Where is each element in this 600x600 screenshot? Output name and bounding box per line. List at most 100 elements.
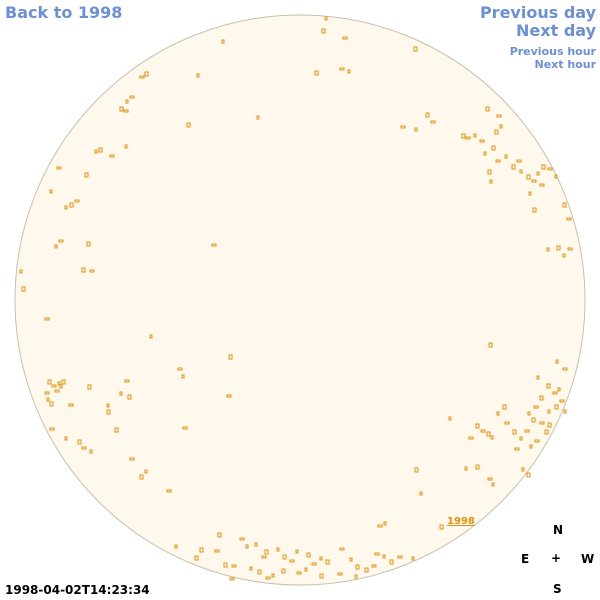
active-region-mark (511, 164, 516, 170)
active-region-mark (499, 124, 503, 129)
previous-day-link[interactable]: Previous day (479, 3, 596, 22)
active-region-mark (400, 125, 406, 129)
active-region-mark (319, 573, 324, 579)
active-region-mark (377, 524, 383, 528)
active-region-mark (211, 243, 217, 247)
active-region-mark (89, 269, 95, 273)
active-region-mark (86, 241, 91, 247)
active-region-mark (487, 477, 493, 481)
active-region-mark (448, 416, 452, 421)
active-region-mark (21, 286, 26, 292)
active-region-mark (229, 577, 235, 581)
active-region-mark (282, 554, 287, 560)
active-region-mark (276, 547, 280, 552)
active-region-mark (490, 435, 494, 440)
active-region-mark (562, 253, 566, 258)
active-region-mark (61, 379, 66, 385)
active-region-mark (58, 239, 64, 243)
active-region-mark (144, 71, 149, 77)
active-region-mark (49, 189, 53, 194)
active-region-mark (51, 384, 57, 388)
active-region-mark (527, 411, 531, 416)
compass-center: + (551, 551, 562, 565)
active-region-mark (125, 99, 129, 104)
active-region-mark (547, 167, 553, 171)
active-region-mark (245, 544, 249, 549)
active-region-mark (562, 367, 568, 371)
active-region-mark (49, 401, 54, 407)
active-region-mark (473, 133, 477, 138)
active-region-mark (439, 524, 444, 530)
active-region-mark (468, 436, 474, 440)
active-region-mark (257, 569, 262, 575)
active-region-mark (496, 114, 502, 118)
next-day-link[interactable]: Next day (516, 21, 596, 40)
active-region-mark (554, 174, 558, 179)
active-region-mark (228, 354, 233, 360)
active-region-mark (106, 403, 110, 408)
active-region-mark (491, 482, 495, 487)
active-region-mark (221, 39, 225, 44)
active-region-mark (521, 467, 525, 472)
year-link[interactable]: 1998 (447, 516, 475, 527)
active-region-mark (567, 247, 573, 251)
active-region-mark (364, 567, 369, 573)
active-region-mark (339, 67, 345, 71)
active-region-mark (256, 115, 260, 120)
compass-south: S (553, 582, 562, 596)
active-region-mark (531, 179, 537, 183)
active-region-mark (271, 573, 275, 578)
active-region-mark (98, 147, 103, 153)
active-region-mark (46, 397, 50, 402)
active-region-mark (547, 409, 551, 414)
active-region-mark (413, 46, 418, 52)
active-region-mark (47, 379, 52, 385)
active-region-mark (494, 129, 499, 135)
active-region-mark (44, 391, 50, 395)
active-region-mark (546, 383, 551, 389)
active-region-mark (526, 472, 531, 478)
active-region-mark (177, 367, 183, 371)
active-region-mark (124, 379, 130, 383)
previous-hour-link[interactable]: Previous hour (509, 45, 596, 58)
active-region-mark (536, 171, 540, 176)
active-region-mark (485, 106, 490, 112)
active-region-mark (129, 457, 135, 461)
active-region-mark (488, 342, 493, 348)
active-region-mark (64, 436, 68, 441)
active-region-mark (430, 120, 436, 124)
active-region-mark (296, 571, 302, 575)
active-region-mark (54, 389, 60, 393)
active-region-mark (119, 106, 124, 112)
active-region-mark (249, 566, 253, 571)
active-region-mark (223, 562, 228, 568)
back-to-year-link[interactable]: Back to 1998 (5, 3, 123, 22)
active-region-mark (411, 556, 415, 561)
compass-west: W (581, 552, 595, 566)
next-hour-link[interactable]: Next hour (534, 58, 597, 71)
active-region-mark (139, 75, 145, 79)
active-region-mark (114, 427, 119, 433)
active-region-mark (214, 549, 220, 553)
active-region-mark (56, 166, 62, 170)
active-region-mark (461, 133, 466, 139)
active-region-mark (382, 554, 386, 559)
active-region-mark (383, 521, 387, 526)
active-region-mark (533, 405, 539, 409)
active-region-mark (127, 394, 132, 400)
active-region-mark (487, 169, 492, 175)
active-region-mark (465, 136, 471, 140)
active-region-mark (337, 572, 343, 576)
active-region-mark (182, 426, 188, 430)
active-region-mark (536, 375, 540, 380)
active-region-mark (295, 549, 299, 554)
active-region-mark (129, 95, 135, 99)
active-region-mark (425, 112, 430, 118)
active-region-mark (347, 69, 351, 74)
active-region-mark (311, 562, 317, 566)
active-region-mark (68, 403, 74, 407)
active-region-mark (106, 409, 111, 415)
active-region-mark (87, 384, 92, 390)
active-region-mark (529, 444, 533, 449)
